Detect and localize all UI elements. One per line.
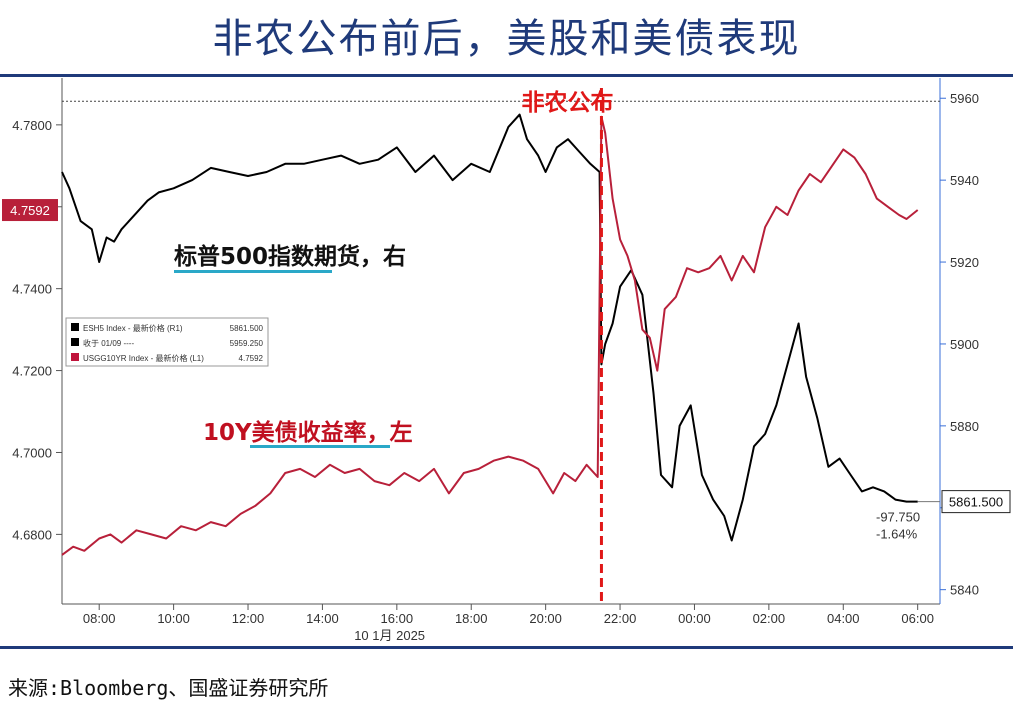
right-tick-label: 5900	[950, 337, 979, 352]
yield-last-tag	[2, 199, 58, 222]
x-tick-label: 04:00	[827, 611, 860, 626]
yield-last-value: 4.7592	[10, 203, 50, 218]
right-tick-label: 5920	[950, 255, 979, 270]
x-tick-label: 14:00	[306, 611, 339, 626]
yield-series-label: 10Y美债收益率，左	[203, 419, 413, 446]
es-change-pct: -1.64%	[876, 527, 918, 542]
es-label-underline	[174, 270, 332, 273]
x-tick-label: 08:00	[83, 611, 116, 626]
event-label: 非农公布	[521, 89, 613, 116]
x-tick-label: 06:00	[901, 611, 934, 626]
legend-item-value: 5861.500	[230, 324, 264, 333]
left-tick-label: 4.7200	[12, 364, 52, 379]
page-title: 非农公布前后，美股和美债表现	[212, 16, 801, 62]
x-axis-label: 10 1月 2025	[354, 628, 425, 643]
legend-item-value: 4.7592	[239, 354, 264, 363]
left-tick-label: 4.7000	[12, 445, 52, 460]
right-tick-label: 5960	[950, 91, 979, 106]
title-rule	[0, 74, 1013, 77]
legend-swatch	[71, 338, 79, 346]
yield-label-underline	[250, 445, 390, 448]
x-tick-label: 22:00	[604, 611, 637, 626]
left-tick-label: 4.7800	[12, 118, 52, 133]
x-tick-label: 10:00	[157, 611, 190, 626]
legend-item-name: USGG10YR Index - 最新价格 (L1)	[83, 353, 204, 363]
right-tick-label: 5940	[950, 173, 979, 188]
right-tick-label: 5880	[950, 419, 979, 434]
legend-item-name: ESH5 Index - 最新价格 (R1)	[83, 323, 183, 333]
x-tick-label: 20:00	[529, 611, 562, 626]
left-tick-label: 4.7400	[12, 282, 52, 297]
right-tick-label: 5840	[950, 583, 979, 598]
es-last-tag	[941, 490, 1011, 514]
es-series-line	[61, 113, 918, 542]
es-series-label: 标普500指数期货，右	[174, 243, 406, 270]
x-tick-label: 00:00	[678, 611, 711, 626]
x-tick-label: 18:00	[455, 611, 488, 626]
legend-swatch	[71, 323, 79, 331]
left-tick-label: 4.6800	[12, 527, 52, 542]
es-change: -97.750	[876, 510, 920, 525]
legend-item-value: 5959.250	[230, 339, 264, 348]
legend-item-name: 收于 01/09 ----	[83, 338, 134, 348]
x-tick-label: 16:00	[381, 611, 414, 626]
footer-rule	[0, 646, 1013, 649]
legend-swatch	[71, 353, 79, 361]
x-tick-label: 12:00	[232, 611, 265, 626]
legend-box	[65, 317, 269, 367]
source-note: 来源:Bloomberg、国盛证券研究所	[8, 676, 329, 700]
yield-series-line	[61, 115, 919, 556]
es-last-value: 5861.500	[949, 495, 1003, 510]
x-tick-label: 02:00	[753, 611, 786, 626]
